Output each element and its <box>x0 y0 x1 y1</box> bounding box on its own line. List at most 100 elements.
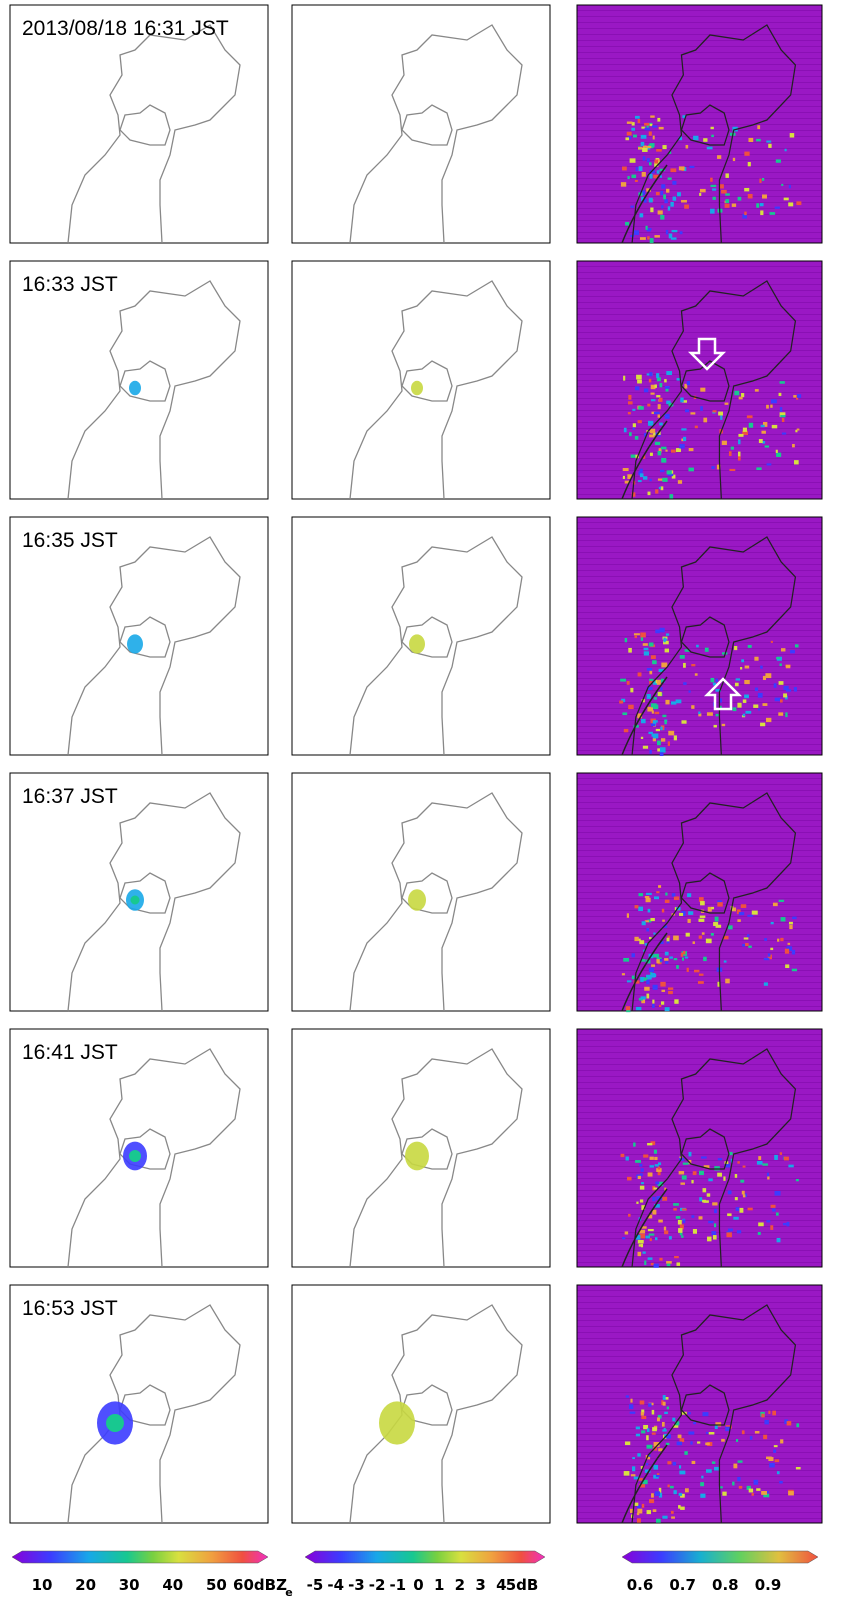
echo <box>641 135 647 139</box>
echo <box>748 194 753 198</box>
echo <box>699 974 704 976</box>
time-label: 16:53 JST <box>22 1297 118 1320</box>
echo <box>640 1186 644 1190</box>
echo <box>722 724 725 726</box>
echo <box>689 690 691 692</box>
echo <box>756 203 759 207</box>
echo <box>655 442 660 445</box>
colorbar-tick: -1 <box>389 1576 406 1594</box>
echo <box>743 1166 746 1168</box>
echo <box>642 921 646 925</box>
echo <box>651 429 654 433</box>
echo <box>781 917 786 921</box>
echo <box>649 968 654 973</box>
echo <box>702 1412 708 1416</box>
echo <box>689 166 694 168</box>
echo <box>776 1212 779 1215</box>
echo <box>711 933 714 936</box>
echo <box>638 406 643 410</box>
echo <box>626 1006 630 1010</box>
echo <box>642 1504 644 1508</box>
echo <box>695 426 698 429</box>
panel <box>577 261 822 499</box>
echo <box>664 1230 668 1234</box>
echo <box>655 630 660 634</box>
echo <box>678 1220 682 1225</box>
echo <box>653 933 655 935</box>
echo <box>625 222 629 226</box>
echo <box>756 139 761 142</box>
echo <box>733 707 737 711</box>
echo <box>754 657 758 661</box>
echo <box>682 1208 687 1210</box>
echo <box>666 230 668 234</box>
echo <box>722 441 727 445</box>
echo <box>687 968 689 972</box>
echo <box>659 398 663 402</box>
echo <box>731 447 734 450</box>
echo <box>668 731 674 736</box>
echo <box>636 1007 642 1010</box>
echo <box>783 1223 789 1225</box>
echo <box>775 1191 781 1196</box>
echo <box>725 199 729 203</box>
echo <box>776 453 781 457</box>
echo <box>633 135 637 138</box>
echo <box>684 205 689 209</box>
echo <box>756 467 761 470</box>
panel: 2013/08/18 16:31 JST <box>10 5 268 243</box>
echo <box>781 184 783 186</box>
echo <box>789 925 792 929</box>
echo <box>726 1232 731 1237</box>
echo <box>744 152 749 156</box>
echo <box>657 170 660 173</box>
echo <box>623 468 629 471</box>
echo <box>680 655 685 659</box>
echo <box>645 128 650 131</box>
colorbar-tick: 50 <box>206 1576 227 1594</box>
echo <box>771 922 774 924</box>
echo <box>640 1401 645 1405</box>
echo <box>722 1492 726 1496</box>
echo <box>649 679 653 681</box>
echo <box>774 683 777 688</box>
echo <box>758 709 760 711</box>
echo <box>653 136 655 140</box>
echo <box>660 191 663 195</box>
echo <box>629 432 632 436</box>
echo <box>665 893 667 896</box>
echo <box>656 891 659 893</box>
echo <box>656 729 660 731</box>
echo <box>732 1482 734 1486</box>
echo <box>700 388 705 392</box>
echo <box>677 192 681 196</box>
echo <box>643 643 648 646</box>
echo <box>632 1466 635 1471</box>
echo <box>762 178 764 181</box>
echo <box>752 911 758 915</box>
echo <box>632 409 635 411</box>
echo <box>733 158 735 161</box>
echo <box>711 678 715 682</box>
echo <box>661 663 667 668</box>
colorbar-tick: 0.6 <box>627 1576 654 1594</box>
echo <box>667 1407 669 1410</box>
echo <box>651 724 656 726</box>
echo <box>695 673 698 675</box>
echo <box>645 1236 650 1239</box>
echo <box>742 1430 745 1434</box>
echo <box>664 379 667 382</box>
echo <box>666 189 669 193</box>
echo <box>698 981 704 984</box>
echo <box>748 946 751 948</box>
echo <box>632 1457 635 1459</box>
echo <box>770 405 772 408</box>
echo <box>699 1197 702 1201</box>
echo <box>639 1164 642 1167</box>
echo <box>709 1432 715 1434</box>
echo <box>736 1439 738 1442</box>
echo <box>641 1416 646 1419</box>
echo <box>741 904 746 908</box>
echo <box>699 936 702 939</box>
echo <box>668 991 673 994</box>
